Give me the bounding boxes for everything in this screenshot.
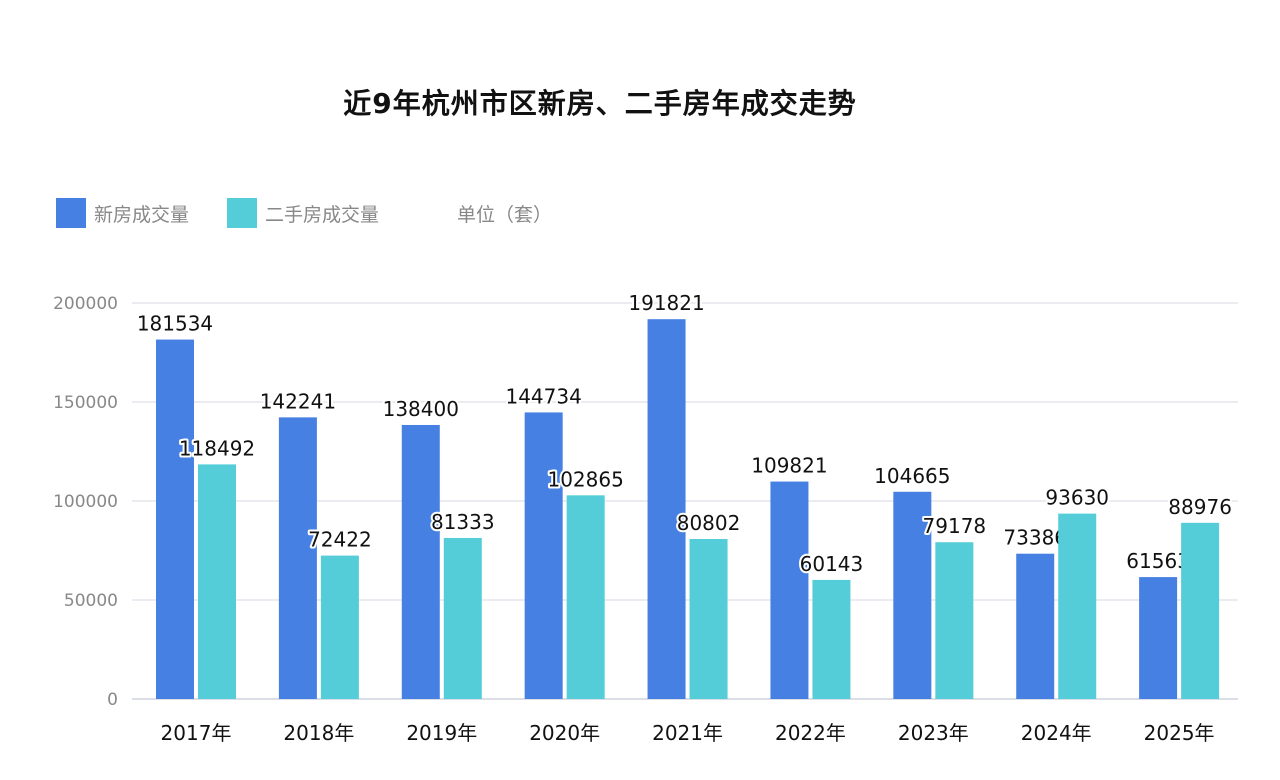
- data-label-new: 61563: [1126, 549, 1190, 573]
- data-label-resale: 93630: [1045, 486, 1109, 510]
- data-label-new: 104665: [874, 464, 950, 488]
- data-label-new: 142241: [260, 389, 336, 413]
- legend-swatch-new: [56, 198, 86, 228]
- legend-item-new: 新房成交量: [56, 198, 189, 228]
- unit-label: 单位（套）: [457, 203, 553, 226]
- bar-resale: [198, 464, 236, 699]
- bar-resale: [1058, 513, 1097, 699]
- bar-resale: [443, 537, 482, 699]
- data-label-resale: 102865: [547, 467, 623, 491]
- y-tick-label: 100000: [53, 492, 118, 512]
- data-label-resale: 79178: [923, 514, 987, 538]
- x-tick-label: 2022年: [775, 721, 846, 745]
- bar-resale: [566, 495, 605, 699]
- data-label-resale: 88976: [1168, 495, 1232, 519]
- x-tick-label: 2017年: [161, 721, 232, 745]
- data-label-resale: 80802: [677, 511, 741, 535]
- data-label-new: 109821: [751, 454, 827, 478]
- x-tick-label: 2018年: [283, 721, 354, 745]
- bar-new: [647, 319, 686, 699]
- bar-resale: [1181, 522, 1220, 699]
- chart-title: 近9年杭州市区新房、二手房年成交走势: [343, 87, 857, 120]
- legend-label-resale: 二手房成交量: [265, 203, 380, 226]
- y-tick-label: 150000: [53, 393, 118, 413]
- data-label-new: 191821: [628, 291, 704, 315]
- legend-swatch-resale: [227, 198, 258, 228]
- y-tick-label: 0: [107, 690, 118, 710]
- bar-resale: [689, 539, 728, 699]
- legend-item-resale: 二手房成交量: [227, 198, 379, 228]
- legend-label-new: 新房成交量: [94, 203, 190, 226]
- data-label-resale: 72422: [308, 528, 372, 552]
- data-label-new: 73386: [1003, 526, 1067, 550]
- bar-new: [278, 417, 317, 699]
- y-tick-label: 200000: [53, 294, 118, 314]
- data-label-resale: 118492: [179, 436, 255, 460]
- bar-new: [524, 412, 563, 699]
- x-tick-label: 2023年: [898, 721, 969, 745]
- bar-resale: [320, 555, 359, 699]
- bar-new: [1016, 553, 1055, 699]
- data-label-new: 181534: [137, 312, 213, 336]
- data-label-new: 144734: [505, 384, 581, 408]
- data-label-resale: 60143: [800, 552, 864, 576]
- y-tick-label: 50000: [64, 591, 118, 611]
- legend: 新房成交量 二手房成交量 单位（套）: [56, 198, 552, 228]
- x-tick-label: 2021年: [652, 721, 723, 745]
- x-tick-label: 2020年: [529, 721, 600, 745]
- bar-resale: [935, 542, 974, 699]
- bar-new: [893, 491, 932, 699]
- data-label-new: 138400: [383, 397, 459, 421]
- bar-new: [1139, 577, 1178, 699]
- bar-new: [770, 481, 809, 699]
- bar-resale: [812, 579, 851, 699]
- x-tick-label: 2024年: [1021, 721, 1092, 745]
- data-label-resale: 81333: [431, 510, 495, 534]
- bar-new: [156, 339, 194, 699]
- x-tick-label: 2019年: [406, 721, 477, 745]
- x-tick-label: 2025年: [1144, 721, 1215, 745]
- bar-new: [401, 424, 440, 699]
